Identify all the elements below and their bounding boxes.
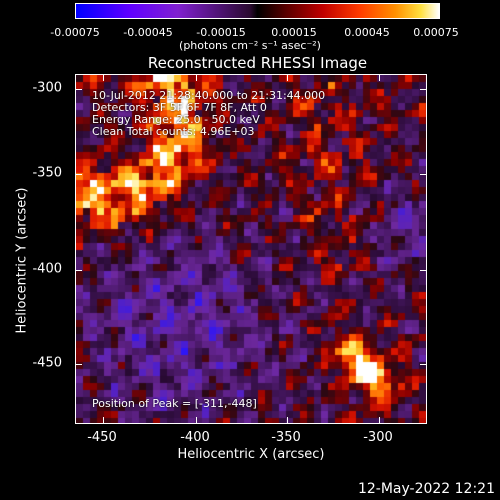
- x-tick-mark: [103, 75, 104, 81]
- image-title: Reconstructed RHESSI Image: [147, 54, 368, 72]
- y-tick-mark: [76, 89, 82, 90]
- colorbar-tick: 0.00015: [271, 26, 317, 39]
- heatmap-image: [76, 75, 426, 423]
- y-tick-mark: [76, 364, 82, 365]
- colorbar-tick: 0.00075: [413, 26, 459, 39]
- y-tick-label: -350: [32, 165, 62, 181]
- colorbar-tick: -0.00075: [50, 26, 100, 39]
- detectors-label: Detectors: 3F 5F 6F 7F 8F, Att 0: [92, 101, 267, 114]
- x-tick-mark: [287, 417, 288, 423]
- y-tick-mark: [420, 174, 426, 175]
- peak-position-label: Position of Peak = [-311,-448]: [92, 397, 257, 410]
- y-tick-label: -300: [32, 80, 62, 96]
- clean-counts-label: Clean Total counts: 4.96E+03: [92, 125, 255, 138]
- y-tick-mark: [420, 89, 426, 90]
- time-range-label: 10-Jul-2012 21:28:40.000 to 21:31:44.000: [92, 89, 326, 102]
- y-tick-mark: [420, 270, 426, 271]
- y-tick-mark: [76, 270, 82, 271]
- x-axis-label: Heliocentric X (arcsec): [177, 447, 325, 462]
- x-tick-label: -300: [363, 430, 393, 445]
- x-tick-mark: [103, 417, 104, 423]
- y-tick-mark: [76, 174, 82, 175]
- x-tick-label: -450: [87, 430, 117, 445]
- energy-range-label: Energy Range: 25.0 - 50.0 keV: [92, 113, 260, 126]
- colorbar-tick: -0.00015: [196, 26, 246, 39]
- x-tick-label: -400: [180, 430, 210, 445]
- x-tick-label: -350: [271, 430, 301, 445]
- colorbar-unit-label: (photons cm⁻² s⁻¹ asec⁻²): [179, 39, 321, 52]
- colorbar-tick: 0.00045: [344, 26, 390, 39]
- y-tick-mark: [420, 364, 426, 365]
- x-tick-mark: [287, 75, 288, 81]
- y-axis-label: Heliocentric Y (arcsec): [14, 187, 30, 334]
- colorbar-tick: -0.00045: [123, 26, 173, 39]
- timestamp-label: 12-May-2022 12:21: [357, 481, 495, 497]
- y-tick-label: -450: [32, 355, 62, 371]
- colorbar: [75, 3, 440, 19]
- x-tick-mark: [196, 417, 197, 423]
- x-tick-mark: [379, 75, 380, 81]
- image-plot: 10-Jul-2012 21:28:40.000 to 21:31:44.000…: [75, 74, 427, 424]
- x-tick-mark: [196, 75, 197, 81]
- x-tick-mark: [379, 417, 380, 423]
- y-tick-label: -400: [32, 261, 62, 277]
